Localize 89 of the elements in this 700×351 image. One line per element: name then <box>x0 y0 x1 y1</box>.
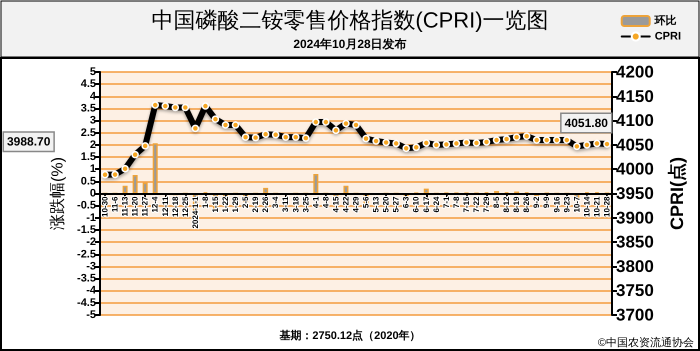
x-tick-label: 6-10 <box>412 196 421 213</box>
x-tick-label: 10-7 <box>572 196 582 213</box>
x-tick-label: 4-29 <box>352 196 360 213</box>
x-tick-label: 9-23 <box>562 196 572 213</box>
y-tick-label: 2.5 <box>80 126 96 139</box>
y-tick-label: 3.5 <box>80 102 96 114</box>
x-tick-label: 2-26 <box>261 196 270 213</box>
x-tick-label: 6-3 <box>402 196 411 208</box>
y2-tick-label: 3950 <box>616 184 654 203</box>
x-tick-label: 9-2 <box>532 196 542 208</box>
x-tick-label: 11-6 <box>110 196 120 212</box>
x-tick-label: 3-11 <box>281 196 290 212</box>
y-tick-label: -5 <box>86 309 96 321</box>
x-tick-label: 8-26 <box>522 196 532 213</box>
y-tick-label: 0 <box>90 188 96 200</box>
y2-tick-label: 3700 <box>616 306 654 324</box>
x-tick-label: 10-30 <box>100 196 110 217</box>
y-tick-label: 2 <box>90 138 96 151</box>
y-tick-label: -2 <box>86 236 96 248</box>
x-tick-label: 1-15 <box>210 196 220 213</box>
x-tick-label: 8-5 <box>492 196 502 208</box>
y-tick-label: -1 <box>86 212 96 224</box>
x-tick-label: 7-15 <box>462 196 471 213</box>
x-tick-label: 5-13 <box>372 196 381 213</box>
y2-tick-label: 3850 <box>616 232 654 252</box>
text: ©中国农资流通协会 <box>598 336 694 349</box>
y-tick-label: 4.5 <box>80 78 96 90</box>
y-tick-label: 3 <box>90 114 96 127</box>
x-tick-label: 7-8 <box>452 196 461 208</box>
y-tick-label: -3.5 <box>77 272 96 285</box>
y2-axis-title: CPRI(点) <box>667 157 687 230</box>
y-tick-label: 1 <box>90 163 96 176</box>
x-tick-label: 8-19 <box>512 196 522 213</box>
x-tick-label: 11-27 <box>140 196 150 217</box>
text: 3988.70 <box>7 134 51 149</box>
chart-title: 中国磷酸二铵零售价格指数(CPRI)一览图 <box>151 8 549 32</box>
legend-label: CPRI <box>654 30 681 42</box>
x-tick-label: 2-19 <box>251 196 260 213</box>
y-tick-label: 1.5 <box>80 151 96 164</box>
x-tick-label: 12-4 <box>150 196 160 213</box>
y2-tick-label: 4000 <box>616 160 654 179</box>
y2-tick-label: 3750 <box>616 281 654 300</box>
x-tick-label: 4-1 <box>311 196 320 208</box>
y-axis-title: 涨跌幅(%) <box>48 157 67 230</box>
y-tick-label: -4 <box>86 284 97 297</box>
y2-tick-label: 4150 <box>616 86 654 106</box>
x-tick-label: 10-21 <box>592 196 602 217</box>
chart-subtitle: 2024年10月28日发布 <box>293 37 407 51</box>
x-tick-label: 3-18 <box>291 196 300 213</box>
x-tick-label: 7-22 <box>472 196 481 213</box>
x-tick-label: 6-17 <box>422 196 431 213</box>
x-tick-label: 10-28 <box>602 196 612 217</box>
y-tick-label: -4.5 <box>77 296 96 309</box>
y-tick-label: 0.5 <box>80 175 96 188</box>
x-tick-label: 8-12 <box>502 196 512 213</box>
y-tick-label: -3 <box>86 260 96 272</box>
y-tick-label: 5 <box>90 66 96 78</box>
y2-tick-label: 4050 <box>616 135 654 154</box>
x-tick-label: 12-18 <box>170 196 180 217</box>
y-tick-label: -0.5 <box>77 200 96 212</box>
x-tick-label: 9-9 <box>542 196 552 208</box>
y2-tick-label: 4200 <box>616 62 654 82</box>
x-tick-label: 2024-1-1 <box>190 196 200 229</box>
x-tick-label: 11-13 <box>120 196 130 217</box>
x-tick-label: 12-25 <box>180 196 190 217</box>
y-tick-label: 4 <box>90 90 97 102</box>
x-tick-label: 4-8 <box>321 196 330 208</box>
y2-tick-label: 3900 <box>616 208 654 228</box>
x-tick-label: 12-11 <box>160 196 170 217</box>
x-tick-label: 1-29 <box>231 196 240 213</box>
x-tick-label: 2-5 <box>241 196 250 208</box>
y2-tick-label: 3800 <box>616 256 654 276</box>
x-tick-label: 11-20 <box>130 196 140 217</box>
x-tick-label: 1-22 <box>220 196 230 213</box>
x-tick-label: 6-24 <box>432 196 441 213</box>
x-tick-label: 10-14 <box>582 196 592 217</box>
x-tick-label: 5-27 <box>392 196 401 213</box>
x-tick-label: 1-8 <box>200 196 210 208</box>
annotation: 4051.80 <box>564 116 608 130</box>
y2-tick-label: 4100 <box>616 111 654 130</box>
y-tick-label: -1.5 <box>77 224 96 236</box>
legend-label: 环比 <box>654 14 677 27</box>
x-tick-label: 4-22 <box>341 196 350 213</box>
text: 基期：2750.12点（2020年） <box>278 329 421 342</box>
x-tick-label: 9-16 <box>552 196 562 213</box>
x-tick-label: 7-29 <box>482 196 492 213</box>
x-tick-label: 3-25 <box>301 196 310 213</box>
x-tick-label: 3-4 <box>271 196 280 208</box>
y-tick-label: -2.5 <box>77 248 96 260</box>
